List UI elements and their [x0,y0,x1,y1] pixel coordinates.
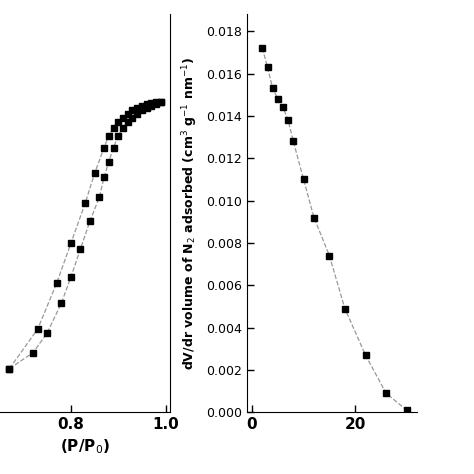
Y-axis label: dV/dr volume of N$_2$ adsorbed (cm$^3$ g$^{-1}$ nm$^{-1}$): dV/dr volume of N$_2$ adsorbed (cm$^3$ g… [181,57,201,370]
X-axis label: (P/P$_0$): (P/P$_0$) [60,438,110,456]
